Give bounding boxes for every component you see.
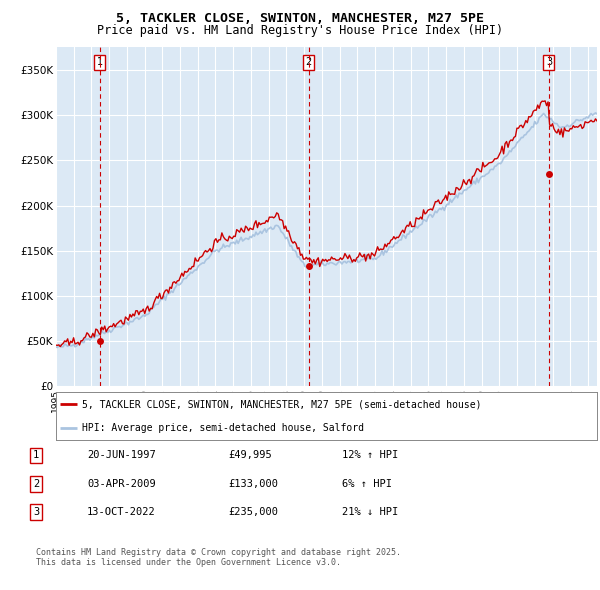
Text: 6% ↑ HPI: 6% ↑ HPI bbox=[342, 479, 392, 489]
Text: Contains HM Land Registry data © Crown copyright and database right 2025.
This d: Contains HM Land Registry data © Crown c… bbox=[36, 548, 401, 567]
Text: 1: 1 bbox=[97, 57, 103, 67]
Text: 13-OCT-2022: 13-OCT-2022 bbox=[87, 507, 156, 517]
Text: £235,000: £235,000 bbox=[228, 507, 278, 517]
Text: £133,000: £133,000 bbox=[228, 479, 278, 489]
Text: 1: 1 bbox=[33, 451, 39, 460]
Text: 2: 2 bbox=[305, 57, 312, 67]
Text: 3: 3 bbox=[546, 57, 552, 67]
Text: 20-JUN-1997: 20-JUN-1997 bbox=[87, 451, 156, 460]
Text: Price paid vs. HM Land Registry's House Price Index (HPI): Price paid vs. HM Land Registry's House … bbox=[97, 24, 503, 37]
Text: 3: 3 bbox=[33, 507, 39, 517]
Text: 5, TACKLER CLOSE, SWINTON, MANCHESTER, M27 5PE (semi-detached house): 5, TACKLER CLOSE, SWINTON, MANCHESTER, M… bbox=[82, 399, 481, 409]
Text: 2: 2 bbox=[33, 479, 39, 489]
Text: 12% ↑ HPI: 12% ↑ HPI bbox=[342, 451, 398, 460]
Text: 5, TACKLER CLOSE, SWINTON, MANCHESTER, M27 5PE: 5, TACKLER CLOSE, SWINTON, MANCHESTER, M… bbox=[116, 12, 484, 25]
Text: 21% ↓ HPI: 21% ↓ HPI bbox=[342, 507, 398, 517]
Text: £49,995: £49,995 bbox=[228, 451, 272, 460]
Text: HPI: Average price, semi-detached house, Salford: HPI: Average price, semi-detached house,… bbox=[82, 423, 364, 432]
Text: 03-APR-2009: 03-APR-2009 bbox=[87, 479, 156, 489]
